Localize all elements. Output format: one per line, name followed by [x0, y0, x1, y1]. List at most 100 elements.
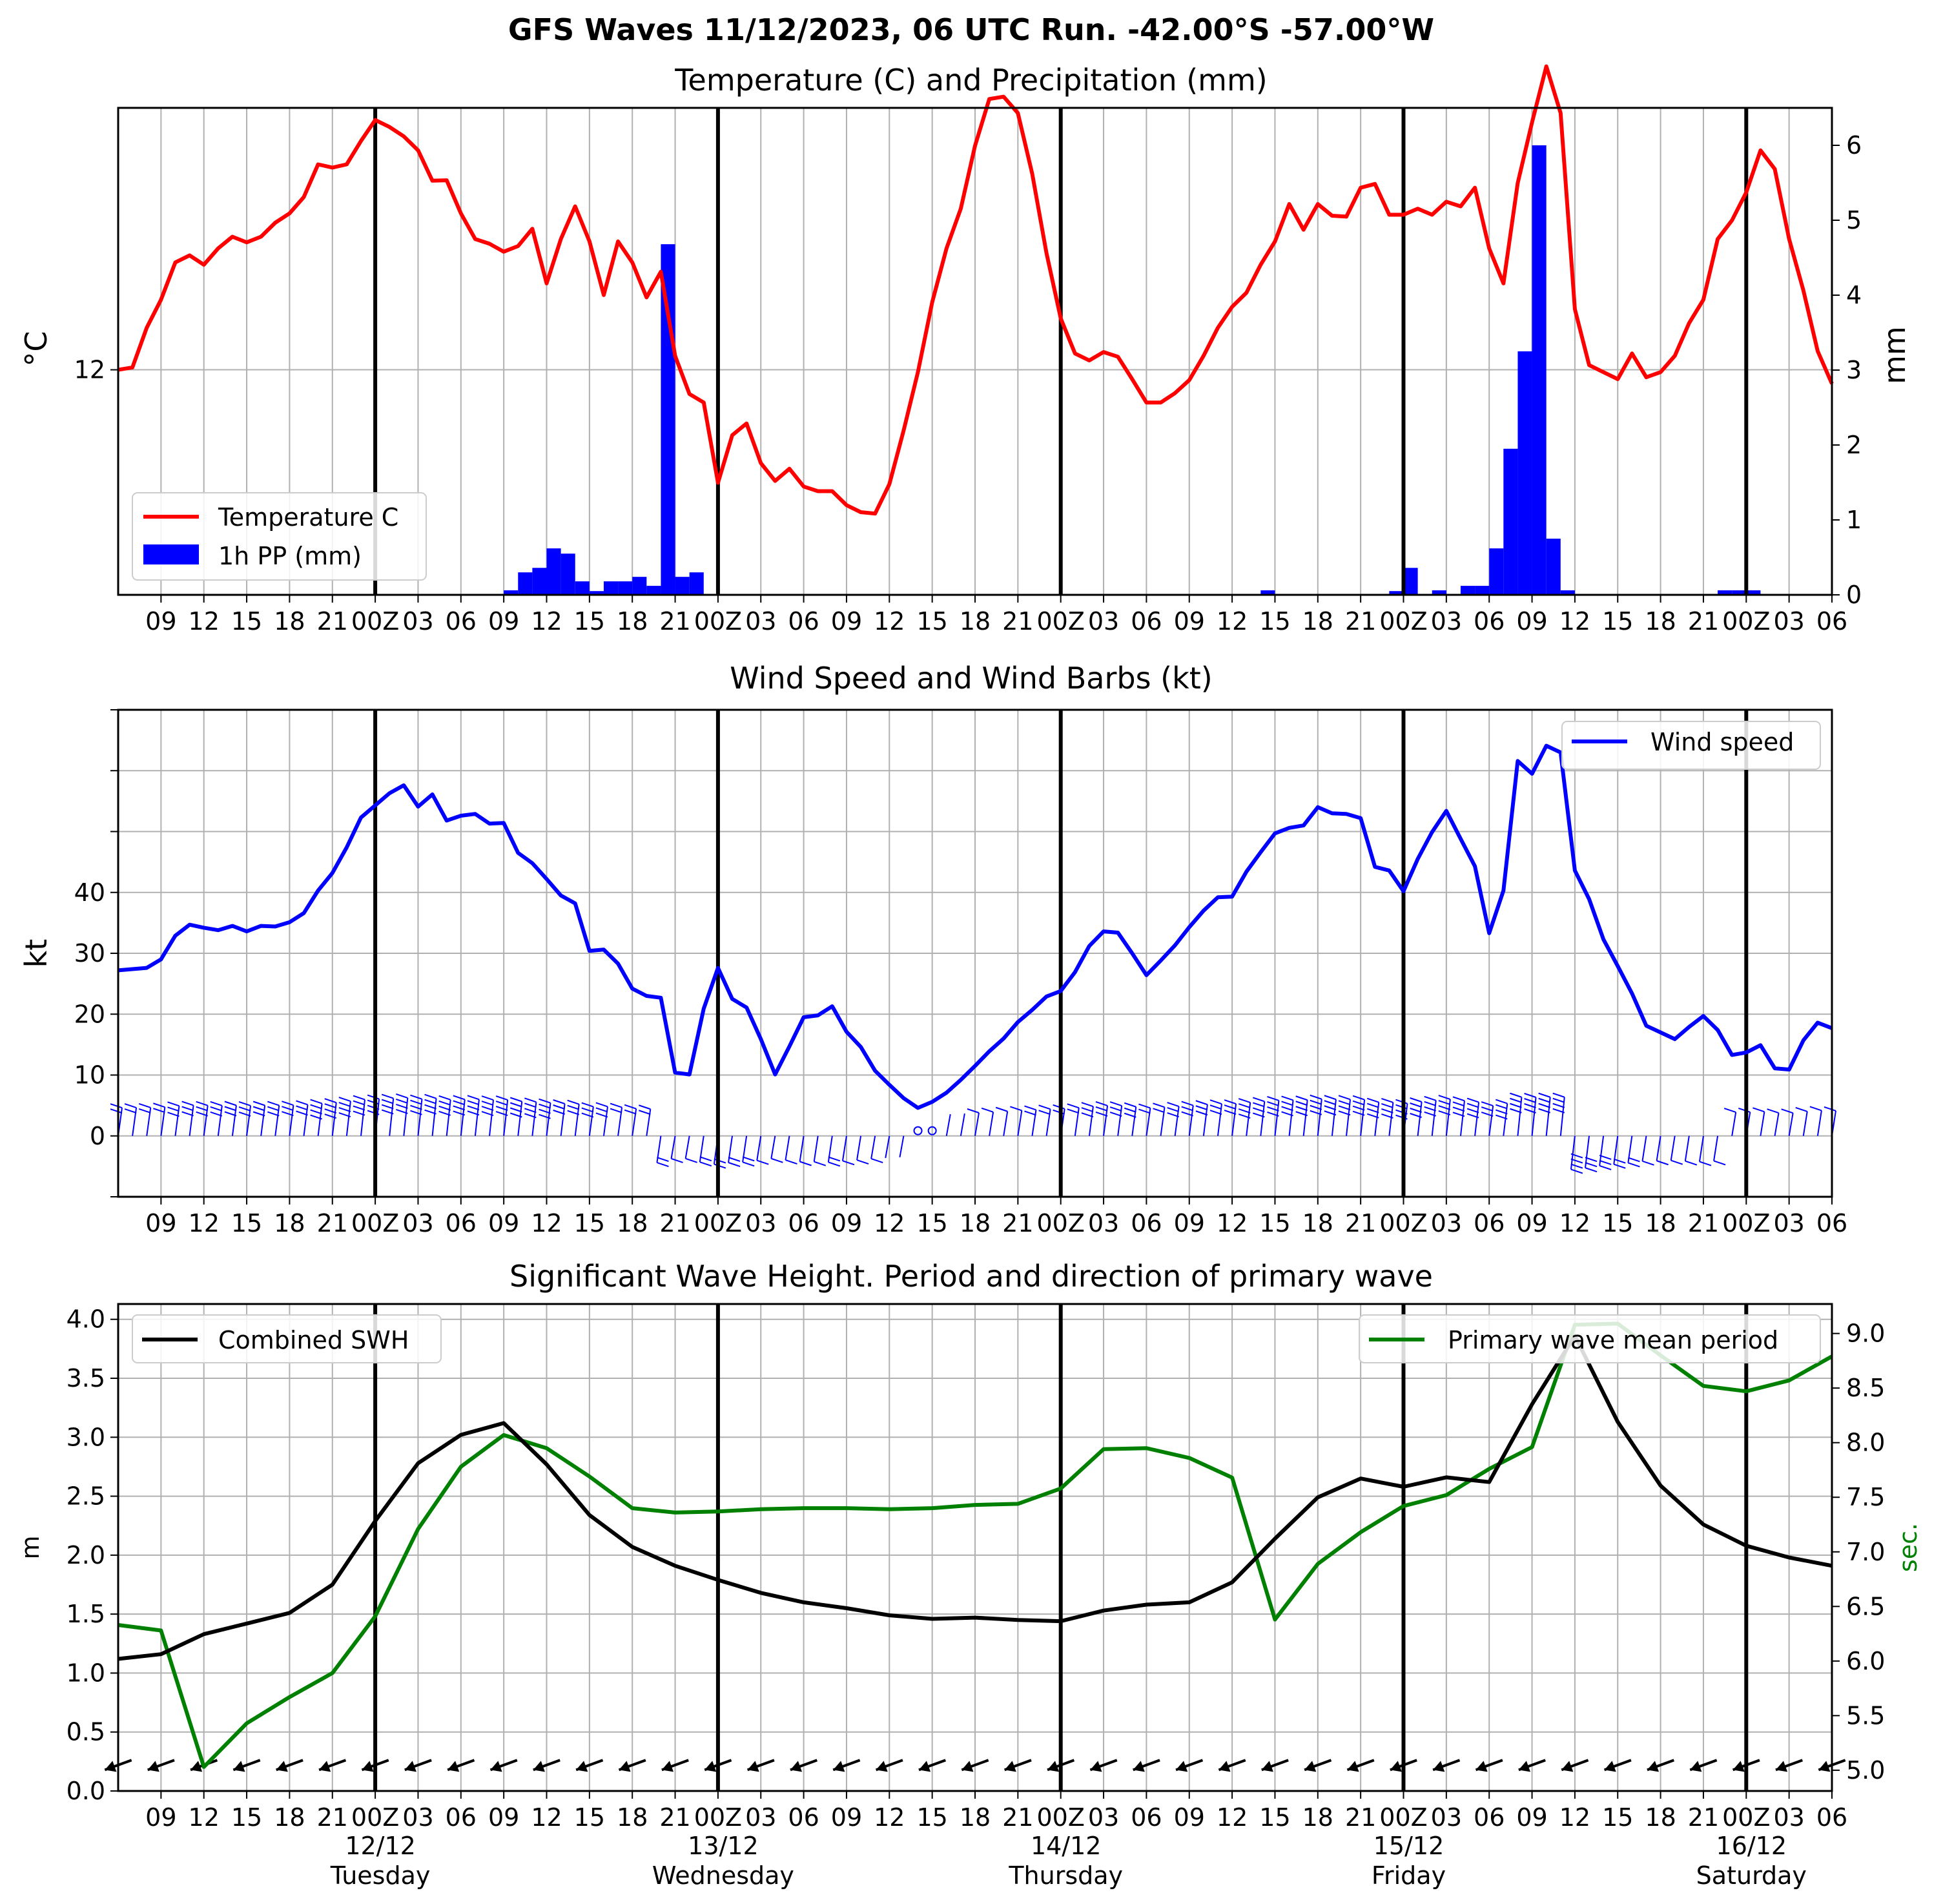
x-tick-label: 21: [1688, 1209, 1719, 1237]
y-tick-label: 3.5: [67, 1364, 105, 1392]
temperature-line: [118, 64, 1834, 516]
legend-entry-temperature: Temperature C: [218, 503, 398, 532]
y-tick-label: 40: [74, 878, 105, 907]
x-tick-label: 18: [617, 1803, 648, 1832]
day-weekday: Saturday: [1696, 1861, 1807, 1890]
wind-barb: [252, 1101, 266, 1136]
wave-direction-arrow: [232, 1759, 261, 1772]
precip-bar: [560, 554, 575, 595]
x-tick-label: 00Z: [1379, 607, 1427, 636]
wind-barb: [1081, 1102, 1094, 1136]
wind-barb: [595, 1102, 608, 1136]
temperature-precip-panel: Temperature (C) and Precipitation (mm) 0…: [19, 63, 1912, 636]
x-tick-label: 18: [1645, 1209, 1676, 1237]
precip-bar: [1732, 590, 1747, 595]
wind-barb: [581, 1102, 594, 1136]
y2-tick-label: 0: [1846, 581, 1862, 609]
wind-barb: [699, 1135, 712, 1167]
x-tick-label: 06: [788, 1803, 819, 1832]
wind-barb: [742, 1135, 755, 1167]
wind-barb: [124, 1103, 138, 1136]
wind-barb: [267, 1101, 280, 1136]
wind-barb: [181, 1101, 194, 1136]
wave-direction-arrow: [276, 1759, 303, 1772]
y2-axis-label: sec.: [1894, 1523, 1922, 1572]
wind-speed-line: [118, 743, 1833, 1110]
y2-tick-label: 5: [1846, 206, 1862, 234]
midnight-lines: [373, 1304, 1749, 1791]
precip-bar: [689, 572, 704, 595]
wind-barb: [1295, 1095, 1308, 1136]
wind-barb: [1552, 1092, 1565, 1136]
y2-tick-label: 7.5: [1846, 1483, 1885, 1511]
y-tick-label: 0.0: [67, 1777, 105, 1805]
x-tick-label: 03: [1773, 1209, 1804, 1237]
wind-barb: [960, 1113, 965, 1136]
legend-entry-precip: 1h PP (mm): [218, 542, 362, 570]
y2-tick-labels: 5.0 5.5 6.0 6.5 7.0 7.5 8.0 8.5 9.0: [1832, 1319, 1885, 1785]
x-tick-label: 12: [1559, 1803, 1590, 1832]
precip-bar: [618, 581, 633, 595]
precip-bar: [1460, 586, 1475, 595]
wind-barb: [495, 1095, 509, 1136]
x-tick-label: 09: [1174, 1209, 1205, 1237]
midnight-lines: [373, 710, 1749, 1197]
x-tick-label: 03: [1773, 607, 1804, 636]
y2-tick-label: 6: [1846, 131, 1862, 160]
x-tick-label: 00Z: [351, 1803, 399, 1832]
wind-barb: [1466, 1097, 1480, 1136]
wind-barb: [981, 1107, 994, 1136]
wave-direction-arrow: [1732, 1759, 1760, 1772]
y-tick-label: 20: [74, 1000, 105, 1028]
wave-direction-arrow: [918, 1759, 947, 1772]
wind-barb: [841, 1135, 855, 1166]
wind-barb: [1238, 1098, 1251, 1136]
wind-barb: [210, 1101, 223, 1136]
x-tick-label: 15: [231, 607, 262, 636]
precip-bar: [1718, 590, 1732, 595]
x-tick-label: 12: [531, 1803, 562, 1832]
wind-barb: [1010, 1106, 1023, 1136]
wind-barb: [624, 1104, 637, 1136]
x-tick-label: 12: [189, 1803, 220, 1832]
x-tick-label: 09: [1516, 1209, 1547, 1237]
wind-barb: [995, 1106, 1009, 1136]
day-date: 13/12: [688, 1832, 759, 1860]
wind-barb: [424, 1093, 437, 1136]
x-tick-label: 18: [617, 607, 648, 636]
x-tick-label: 18: [1645, 607, 1676, 636]
wind-barb: [310, 1099, 323, 1136]
wind-barb: [1224, 1099, 1237, 1136]
x-tick-label: 03: [1088, 607, 1119, 636]
x-tick-label: 06: [1131, 1209, 1162, 1237]
wind-barb: [1585, 1135, 1598, 1173]
wind-barb: [1038, 1104, 1051, 1136]
x-tick-label: 18: [960, 1209, 991, 1237]
wind-barb: [1281, 1095, 1294, 1136]
wind-barb: [1324, 1095, 1337, 1136]
day-weekday: Tuesday: [330, 1861, 431, 1890]
wind-barb: [1570, 1135, 1583, 1174]
wind-barb: [196, 1101, 209, 1136]
x-tick-label: 18: [1645, 1803, 1676, 1832]
wind-barb: [324, 1098, 337, 1136]
precip-bar: [1260, 590, 1275, 595]
x-tick-label: 15: [916, 1209, 947, 1237]
x-tick-label: 18: [617, 1209, 648, 1237]
wave-direction-arrow: [1518, 1759, 1546, 1772]
x-tick-label: 21: [1688, 607, 1719, 636]
precip-bar: [546, 548, 561, 595]
x-tick-label: 03: [1431, 1209, 1462, 1237]
y2-tick-label: 9.0: [1846, 1319, 1885, 1348]
y2-tick-labels: 0 1 2 3 4 5 6: [1832, 131, 1862, 609]
period-line: [118, 1321, 1833, 1769]
day-weekday: Thursday: [1008, 1861, 1123, 1890]
wind-barb: [756, 1135, 769, 1165]
wind-barb: [338, 1097, 351, 1136]
wind-barb: [785, 1135, 797, 1165]
wave-direction-arrow: [1689, 1759, 1718, 1772]
wind-barb: [1095, 1101, 1109, 1136]
x-tick-label: 09: [831, 607, 862, 636]
wind-barb: [1109, 1101, 1123, 1136]
